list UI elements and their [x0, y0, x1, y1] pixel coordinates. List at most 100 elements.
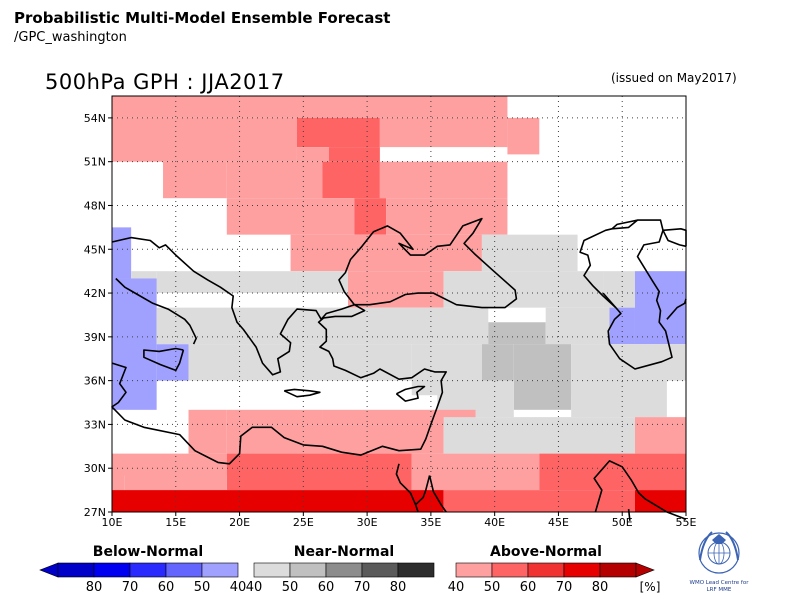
- probability-cell: [296, 117, 380, 148]
- lon-label: 55E: [676, 516, 697, 529]
- legend-label: 60: [318, 580, 335, 595]
- probability-cells: [112, 96, 686, 512]
- coastline: [283, 388, 321, 398]
- probability-cell: [156, 307, 368, 345]
- lon-label: 50E: [612, 516, 633, 529]
- wmo-logo: WMO Lead Centre for LRF MME: [690, 531, 750, 593]
- lat-label: 27N: [84, 506, 106, 519]
- legend-group-title: Near-Normal: [294, 544, 394, 560]
- probability-cell: [226, 409, 323, 425]
- legend-swatch: [289, 562, 327, 578]
- probability-cell: [226, 161, 323, 199]
- lat-label: 30N: [84, 462, 106, 475]
- probability-cell: [347, 271, 444, 308]
- lat-label: 51N: [84, 156, 106, 169]
- probability-cell: [112, 227, 132, 279]
- lon-label: 45E: [548, 516, 569, 529]
- probability-cell: [226, 453, 412, 491]
- lat-label: 39N: [84, 331, 106, 344]
- probability-cell: [112, 475, 125, 491]
- lon-label: 30E: [357, 516, 378, 529]
- issued-date: (issued on May2017): [611, 71, 737, 85]
- probability-cell: [634, 417, 686, 454]
- coastline: [579, 219, 673, 370]
- map-title: 500hPa GPH : JJA2017: [45, 70, 285, 94]
- lon-label: 40E: [484, 516, 505, 529]
- coastline: [627, 509, 631, 521]
- probability-cell: [539, 453, 686, 491]
- legend-label: 40: [448, 580, 465, 595]
- probability-cell: [163, 161, 227, 199]
- legend-label: 50: [484, 580, 501, 595]
- coastline: [611, 219, 638, 230]
- legend-label: 70: [354, 580, 371, 595]
- legend-swatch: [563, 562, 601, 578]
- probability-cell: [112, 96, 508, 118]
- legend-swatch: [397, 562, 435, 578]
- map-frame: [111, 95, 687, 513]
- legend: Below-Normal 80 70 60 50 40 Near-Normal 40 50 60 7…: [39, 544, 661, 595]
- lat-label: 54N: [84, 112, 106, 125]
- lat-label: 42N: [84, 287, 106, 300]
- legend-unit: [%]: [640, 580, 661, 594]
- probability-cell: [513, 344, 572, 381]
- probability-cell: [507, 117, 540, 155]
- probability-cell: [112, 278, 157, 410]
- lat-label: 48N: [84, 199, 106, 212]
- legend-label: 70: [122, 580, 139, 595]
- probability-cell: [634, 490, 686, 512]
- coastline: [593, 460, 687, 521]
- legend-label: 60: [158, 580, 175, 595]
- legend-swatch: [491, 562, 529, 578]
- legend-label: 40: [230, 580, 247, 595]
- legend-label: 80: [390, 580, 407, 595]
- probability-cell: [226, 424, 444, 454]
- legend-label: 70: [556, 580, 573, 595]
- coastline: [143, 347, 185, 372]
- legend-label: 80: [86, 580, 103, 595]
- coastline: [602, 292, 617, 309]
- legend-swatch: [201, 562, 239, 578]
- probability-cell: [290, 234, 482, 272]
- probability-cell: [322, 409, 476, 425]
- lat-label: 33N: [84, 418, 106, 431]
- coastline: [111, 217, 518, 376]
- legend-swatch: [93, 562, 131, 578]
- legend-label: 80: [592, 580, 609, 595]
- figure-title: Probabilistic Multi-Model Ensemble Forec…: [14, 9, 391, 27]
- probability-cell: [226, 198, 355, 235]
- probability-cell: [188, 409, 227, 454]
- probability-cell: [507, 271, 604, 308]
- legend-group-title: Above-Normal: [490, 544, 602, 560]
- probability-cell: [124, 475, 227, 491]
- legend-swatch: [165, 562, 203, 578]
- legend-label: 60: [520, 580, 537, 595]
- probability-cell: [386, 198, 508, 235]
- legend-swatch: [361, 562, 399, 578]
- latitude-labels: 54N 51N 48N 45N 42N 39N 36N 33N 30N 27N: [84, 112, 112, 519]
- lon-label: 35E: [420, 516, 441, 529]
- legend-group-title: Below-Normal: [93, 544, 203, 560]
- legend-swatch: [455, 562, 493, 578]
- probability-cell: [513, 380, 572, 410]
- logo-text-line1: WMO Lead Centre for: [690, 580, 750, 586]
- coastline: [111, 304, 447, 465]
- probability-cell: [367, 307, 489, 345]
- lon-label: 15E: [165, 516, 186, 529]
- legend-swatch: [129, 562, 167, 578]
- coastline: [395, 463, 419, 513]
- lon-label: 10E: [102, 516, 123, 529]
- legend-swatch: [325, 562, 363, 578]
- probability-cell: [379, 117, 508, 148]
- probability-cell: [488, 322, 546, 345]
- coastline: [662, 229, 687, 248]
- legend-swatch: [527, 562, 565, 578]
- lat-label: 45N: [84, 243, 106, 256]
- legend-swatch: [599, 562, 637, 578]
- probability-cell: [443, 271, 508, 308]
- figure-subtitle: /GPC_washington: [14, 30, 127, 45]
- probability-cell: [443, 490, 635, 512]
- grid-lines: [112, 96, 686, 512]
- probability-cell: [156, 271, 297, 294]
